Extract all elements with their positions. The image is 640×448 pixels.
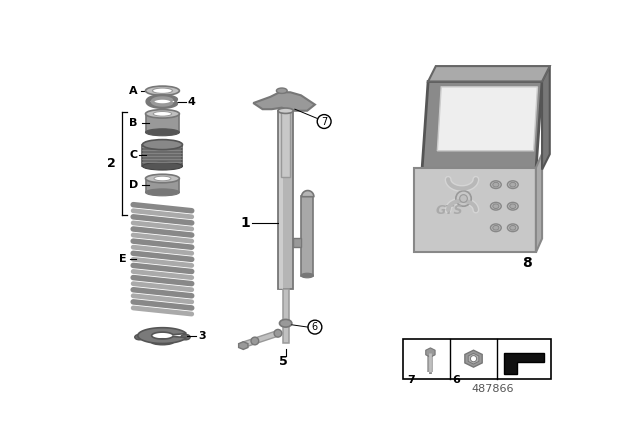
Circle shape bbox=[308, 320, 322, 334]
Circle shape bbox=[456, 191, 471, 206]
Ellipse shape bbox=[490, 202, 501, 210]
Ellipse shape bbox=[151, 339, 174, 345]
Bar bbox=[145, 114, 179, 132]
Polygon shape bbox=[253, 92, 315, 111]
Text: D: D bbox=[129, 181, 138, 190]
Text: 3: 3 bbox=[198, 331, 206, 340]
Ellipse shape bbox=[145, 189, 179, 196]
Text: B: B bbox=[129, 118, 138, 128]
Text: GTS: GTS bbox=[436, 203, 463, 216]
Text: 5: 5 bbox=[279, 355, 288, 368]
Ellipse shape bbox=[145, 129, 179, 136]
Polygon shape bbox=[426, 348, 435, 357]
Text: A: A bbox=[129, 86, 138, 96]
Ellipse shape bbox=[154, 176, 171, 181]
Text: C: C bbox=[129, 151, 137, 160]
Circle shape bbox=[470, 356, 477, 362]
Ellipse shape bbox=[509, 204, 516, 208]
Circle shape bbox=[251, 337, 259, 345]
Text: 6: 6 bbox=[312, 322, 318, 332]
Ellipse shape bbox=[145, 110, 179, 118]
Bar bbox=[143, 145, 182, 166]
Polygon shape bbox=[437, 87, 538, 151]
Circle shape bbox=[460, 195, 467, 202]
Ellipse shape bbox=[508, 181, 518, 189]
Bar bbox=[283, 289, 289, 343]
Bar bbox=[403, 339, 551, 379]
Ellipse shape bbox=[280, 319, 292, 327]
Polygon shape bbox=[138, 327, 186, 344]
Bar bbox=[278, 111, 293, 289]
Ellipse shape bbox=[278, 108, 293, 113]
Text: 8: 8 bbox=[522, 256, 532, 270]
Polygon shape bbox=[465, 350, 482, 367]
Bar bbox=[281, 111, 291, 177]
Ellipse shape bbox=[145, 86, 179, 95]
Text: 7: 7 bbox=[407, 375, 415, 385]
Text: 6: 6 bbox=[452, 375, 461, 385]
Ellipse shape bbox=[135, 334, 144, 340]
Ellipse shape bbox=[493, 204, 499, 208]
Circle shape bbox=[274, 329, 282, 337]
Text: 2: 2 bbox=[108, 157, 116, 170]
Polygon shape bbox=[504, 353, 543, 374]
Ellipse shape bbox=[181, 334, 190, 340]
Ellipse shape bbox=[145, 174, 179, 183]
Ellipse shape bbox=[143, 162, 182, 170]
Ellipse shape bbox=[490, 181, 501, 189]
Ellipse shape bbox=[276, 88, 287, 94]
Polygon shape bbox=[422, 82, 542, 171]
Ellipse shape bbox=[301, 273, 314, 278]
Text: 487866: 487866 bbox=[472, 384, 514, 395]
Polygon shape bbox=[239, 342, 248, 349]
Ellipse shape bbox=[490, 224, 501, 232]
Bar bbox=[280, 111, 283, 289]
Bar bbox=[293, 238, 301, 247]
Ellipse shape bbox=[152, 88, 172, 94]
Circle shape bbox=[317, 115, 331, 129]
Text: 4: 4 bbox=[188, 96, 196, 107]
Text: 7: 7 bbox=[321, 116, 327, 126]
Text: E: E bbox=[118, 254, 126, 264]
Ellipse shape bbox=[509, 225, 516, 230]
Ellipse shape bbox=[493, 182, 499, 187]
Bar bbox=[301, 196, 314, 276]
Polygon shape bbox=[536, 154, 542, 252]
Ellipse shape bbox=[508, 202, 518, 210]
Bar bbox=[145, 178, 179, 192]
Polygon shape bbox=[428, 66, 550, 82]
Ellipse shape bbox=[509, 182, 516, 187]
Ellipse shape bbox=[493, 225, 499, 230]
Polygon shape bbox=[414, 168, 536, 252]
Text: 1: 1 bbox=[241, 216, 250, 230]
Ellipse shape bbox=[153, 112, 172, 116]
Polygon shape bbox=[542, 66, 550, 169]
Ellipse shape bbox=[143, 140, 182, 150]
Polygon shape bbox=[468, 353, 479, 364]
Ellipse shape bbox=[508, 224, 518, 232]
